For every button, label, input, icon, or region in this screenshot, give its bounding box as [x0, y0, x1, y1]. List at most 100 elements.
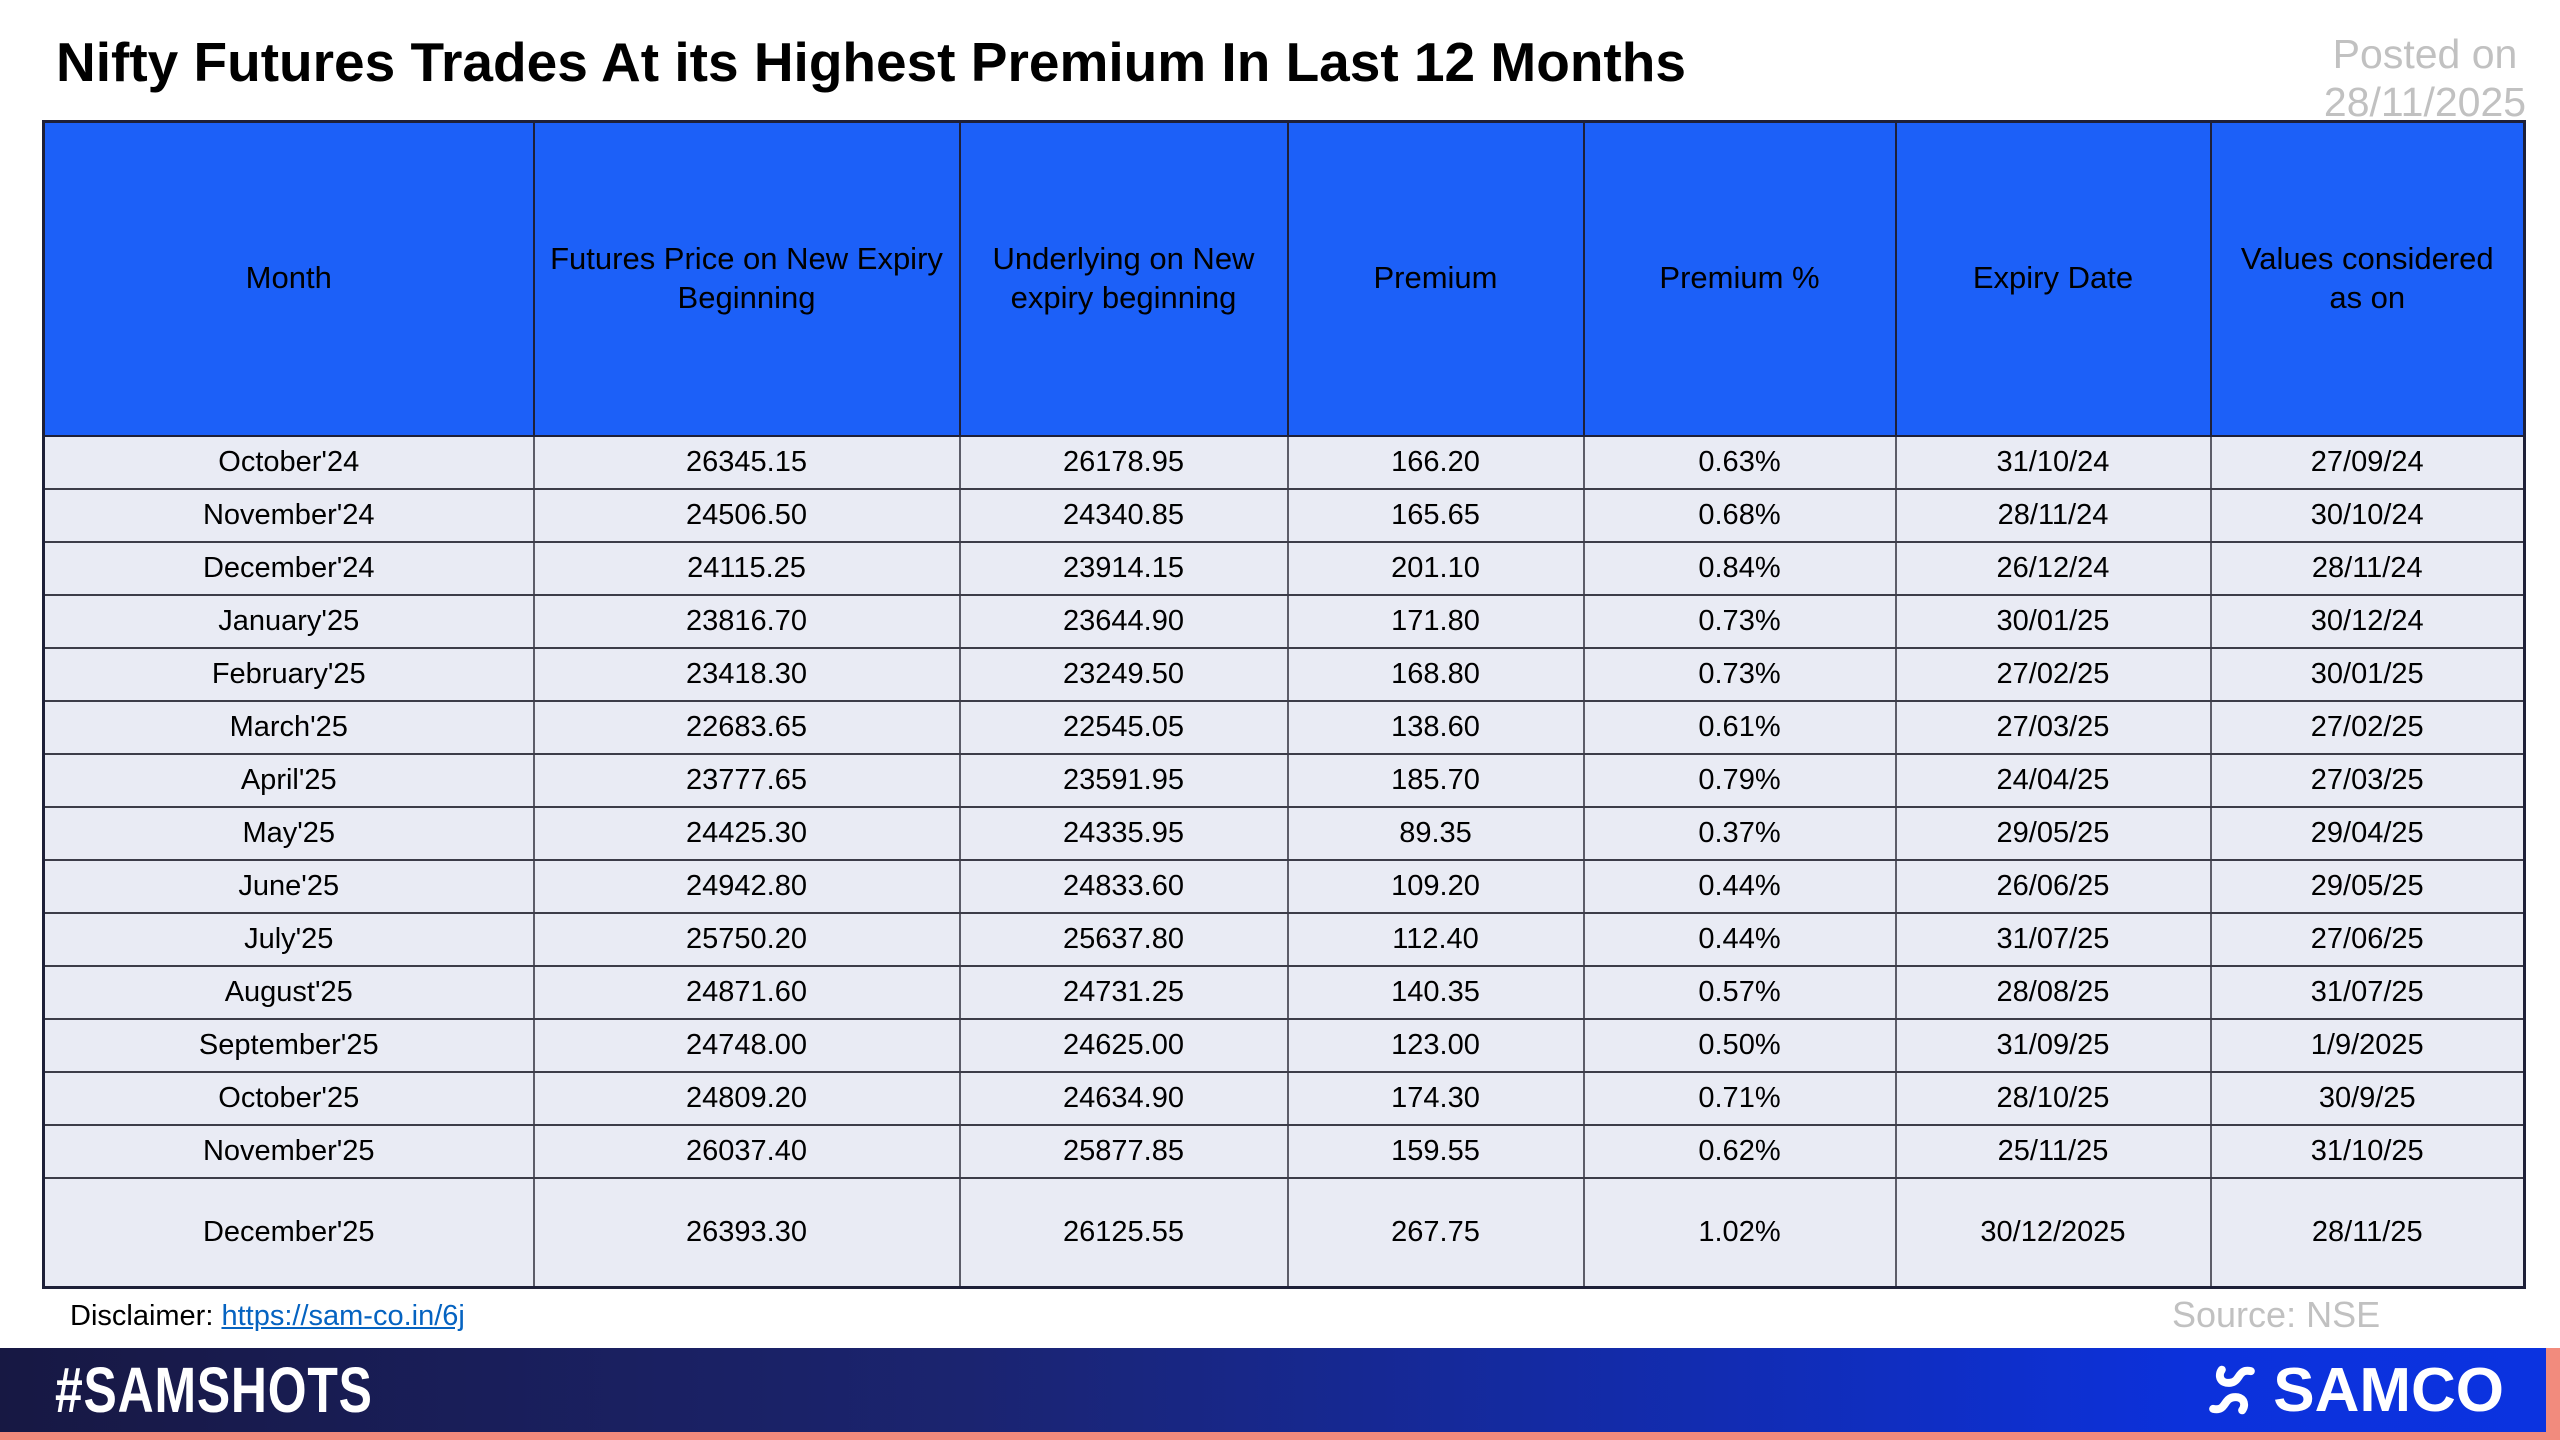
table-cell: February'25	[42, 646, 535, 702]
table-cell: 27/06/25	[2209, 911, 2526, 967]
table-cell: 26/12/24	[1894, 540, 2212, 596]
source-note: Source: NSE	[2172, 1294, 2381, 1335]
table-row: July'25 25750.20 25637.80 112.40 0.44% 31/07/…	[42, 911, 2526, 967]
table-cell: 201.10	[1286, 540, 1585, 596]
table-cell: 24115.25	[532, 540, 961, 596]
table-cell: 0.57%	[1582, 964, 1897, 1020]
table-cell: 30/01/25	[1894, 593, 2212, 649]
table-cell: 30/9/25	[2209, 1070, 2526, 1126]
table-cell: August'25	[42, 964, 535, 1020]
table-body: October'24 26345.15 26178.95 166.20 0.63% 31/…	[42, 434, 2526, 1289]
table-cell: 23418.30	[532, 646, 961, 702]
table-cell: 0.79%	[1582, 752, 1897, 808]
table-row: April'25 23777.65 23591.95 185.70 0.79% 24/04…	[42, 752, 2526, 808]
table-cell: 89.35	[1286, 805, 1585, 861]
table-cell: 24625.00	[958, 1017, 1289, 1073]
table-cell: December'24	[42, 540, 535, 596]
table-cell: 23914.15	[958, 540, 1289, 596]
samco-wordmark: SAMCO	[2273, 1355, 2504, 1425]
table-cell: 24506.50	[532, 487, 961, 543]
table-cell: 185.70	[1286, 752, 1585, 808]
table-cell: 24634.90	[958, 1070, 1289, 1126]
table-cell: June'25	[42, 858, 535, 914]
table-cell: 30/01/25	[2209, 646, 2526, 702]
table-cell: October'25	[42, 1070, 535, 1126]
table-cell: 0.44%	[1582, 858, 1897, 914]
header-cell: Futures Price on New Expiry Beginning	[532, 120, 961, 437]
samco-logo: SAMCO	[2203, 1355, 2504, 1426]
table-cell: 28/08/25	[1894, 964, 2212, 1020]
table-cell: 27/02/25	[2209, 699, 2526, 755]
table-cell: 166.20	[1286, 434, 1585, 490]
table-cell: 25877.85	[958, 1123, 1289, 1179]
table-cell: 23816.70	[532, 593, 961, 649]
table-cell: 27/03/25	[1894, 699, 2212, 755]
table-cell: April'25	[42, 752, 535, 808]
table-row: March'25 22683.65 22545.05 138.60 0.61% 27/03…	[42, 699, 2526, 755]
table-row: November'25 26037.40 25877.85 159.55 0.62% 25…	[42, 1123, 2526, 1179]
table-row: October'24 26345.15 26178.95 166.20 0.63% 31/…	[42, 434, 2526, 490]
table-cell: 24833.60	[958, 858, 1289, 914]
table-row: May'25 24425.30 24335.95 89.35 0.37% 29/05/25…	[42, 805, 2526, 861]
posted-on-date: 28/11/2025	[2323, 79, 2527, 126]
table-cell: 26393.30	[532, 1176, 961, 1289]
table-cell: 28/11/24	[2209, 540, 2526, 596]
table-cell: 24731.25	[958, 964, 1289, 1020]
table-row: September'25 24748.00 24625.00 123.00 0.50% 3…	[42, 1017, 2526, 1073]
table-cell: 28/11/24	[1894, 487, 2212, 543]
table-cell: 24425.30	[532, 805, 961, 861]
table-cell: December'25	[42, 1176, 535, 1289]
table-cell: 26125.55	[958, 1176, 1289, 1289]
table-cell: 0.73%	[1582, 593, 1897, 649]
table-cell: 0.84%	[1582, 540, 1897, 596]
posted-on: Posted on 28/11/2025	[2300, 30, 2550, 127]
table-cell: 112.40	[1286, 911, 1585, 967]
samco-swirl-icon	[2209, 1365, 2256, 1415]
table-cell: January'25	[42, 593, 535, 649]
footer-bar: #SAMSHOTS SAMCO	[0, 1348, 2546, 1432]
table-cell: 31/07/25	[2209, 964, 2526, 1020]
table-row: August'25 24871.60 24731.25 140.35 0.57% 28/0…	[42, 964, 2526, 1020]
table-cell: 0.68%	[1582, 487, 1897, 543]
table-cell: 171.80	[1286, 593, 1585, 649]
table-cell: 27/02/25	[1894, 646, 2212, 702]
table-cell: 26178.95	[958, 434, 1289, 490]
table-row: December'25 26393.30 26125.55 267.75 1.02% 30…	[42, 1176, 2526, 1289]
table-cell: July'25	[42, 911, 535, 967]
premium-table: Month Futures Price on New Expiry Beginni…	[42, 120, 2526, 1289]
table-cell: 174.30	[1286, 1070, 1585, 1126]
table-cell: 0.73%	[1582, 646, 1897, 702]
table-cell: 25/11/25	[1894, 1123, 2212, 1179]
table-cell: 1/9/2025	[2209, 1017, 2526, 1073]
table-cell: 31/10/24	[1894, 434, 2212, 490]
table-cell: 159.55	[1286, 1123, 1585, 1179]
table-cell: 25750.20	[532, 911, 961, 967]
table-row: January'25 23816.70 23644.90 171.80 0.73% 30/…	[42, 593, 2526, 649]
table-cell: 24/04/25	[1894, 752, 2212, 808]
table-row: October'25 24809.20 24634.90 174.30 0.71% 28/…	[42, 1070, 2526, 1126]
table-cell: 27/09/24	[2209, 434, 2526, 490]
table-cell: November'24	[42, 487, 535, 543]
table-cell: 30/12/24	[2209, 593, 2526, 649]
table-cell: 31/07/25	[1894, 911, 2212, 967]
table-cell: 29/05/25	[2209, 858, 2526, 914]
header-cell: Premium %	[1582, 120, 1897, 437]
table-cell: September'25	[42, 1017, 535, 1073]
table-cell: 23591.95	[958, 752, 1289, 808]
page-title: Nifty Futures Trades At its Highest Prem…	[56, 31, 1686, 93]
table-cell: 22545.05	[958, 699, 1289, 755]
table-cell: March'25	[42, 699, 535, 755]
table-cell: 23644.90	[958, 593, 1289, 649]
header-cell: Premium	[1286, 120, 1585, 437]
table-cell: 28/11/25	[2209, 1176, 2526, 1289]
table-cell: 31/10/25	[2209, 1123, 2526, 1179]
table-cell: May'25	[42, 805, 535, 861]
table-cell: 0.63%	[1582, 434, 1897, 490]
disclaimer-link[interactable]: https://sam-co.in/6j	[221, 1300, 465, 1332]
table-cell: 24809.20	[532, 1070, 961, 1126]
table-cell: 140.35	[1286, 964, 1585, 1020]
table-cell: 30/12/2025	[1894, 1176, 2212, 1289]
table-cell: 168.80	[1286, 646, 1585, 702]
table-cell: 0.61%	[1582, 699, 1897, 755]
